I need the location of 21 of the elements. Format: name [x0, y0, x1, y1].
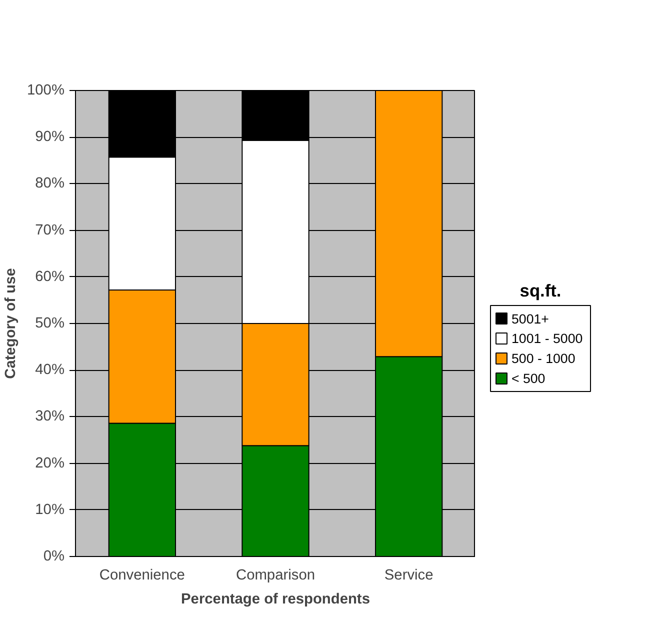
x-tick-label: Service: [384, 568, 434, 584]
legend-label: 500 - 1000: [512, 351, 576, 366]
y-tick-label: 80%: [35, 176, 65, 192]
legend-label: 1001 - 5000: [512, 331, 583, 346]
y-tick-label: 30%: [35, 408, 65, 425]
y-tick-label: 90%: [35, 129, 65, 146]
y-tick-label: 50%: [35, 316, 65, 332]
y-tick-label: 20%: [35, 455, 65, 472]
y-tick-label: 0%: [43, 548, 65, 564]
y-tick-label: 70%: [35, 222, 65, 238]
y-tick-label: 60%: [35, 268, 65, 285]
y-tick-label: 100%: [27, 82, 65, 98]
legend-label: 5001+: [512, 312, 550, 326]
y-tick-label: 40%: [35, 362, 65, 378]
legend-label: < 500: [512, 371, 546, 386]
y-axis-title: Category of use: [3, 268, 20, 379]
x-tick-label: Convenience: [99, 568, 185, 584]
x-axis-title: Percentage of respondents: [181, 592, 370, 608]
y-tick-label: 10%: [35, 502, 65, 518]
legend-title: sq.ft.: [520, 280, 562, 300]
x-tick-label: Comparison: [236, 568, 316, 584]
